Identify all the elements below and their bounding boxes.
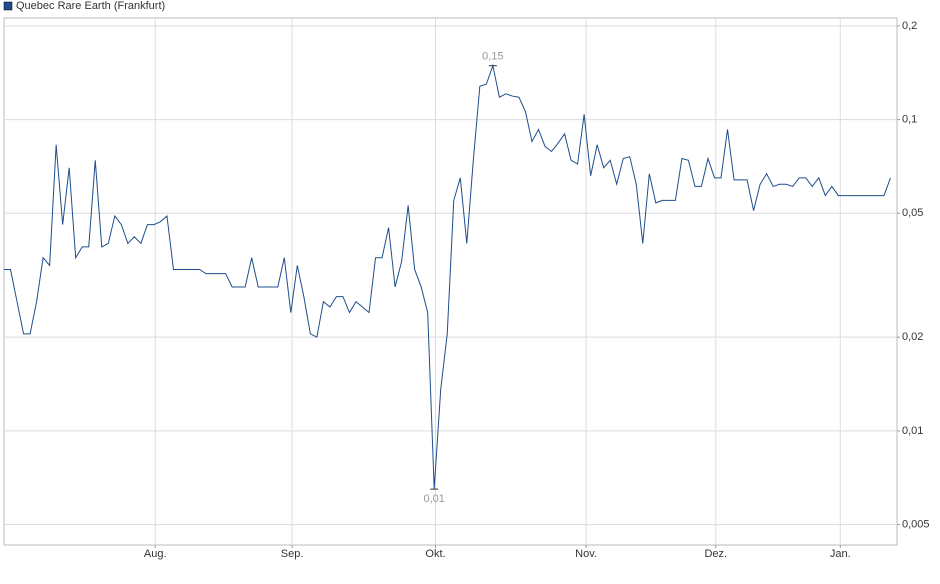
extreme-label: 0,15 [482,51,503,63]
price-line [4,63,891,490]
x-tick-label: Dez. [704,548,727,560]
extreme-label: 0,01 [423,493,444,505]
x-tick-label: Aug. [144,548,167,560]
legend-swatch [3,1,13,11]
y-tick-label: 0,005 [902,519,930,531]
y-tick-label: 0,02 [902,331,923,343]
x-tick-label: Nov. [575,548,597,560]
legend-label: Quebec Rare Earth (Frankfurt) [16,0,165,12]
y-tick-label: 0,1 [902,113,917,125]
y-tick-label: 0,2 [902,20,917,32]
x-tick-label: Jan. [830,548,851,560]
y-tick-label: 0,01 [902,425,923,437]
x-tick-label: Okt. [425,548,445,560]
x-tick-label: Sep. [281,548,304,560]
plot-frame [3,17,898,546]
y-tick-label: 0,05 [902,207,923,219]
